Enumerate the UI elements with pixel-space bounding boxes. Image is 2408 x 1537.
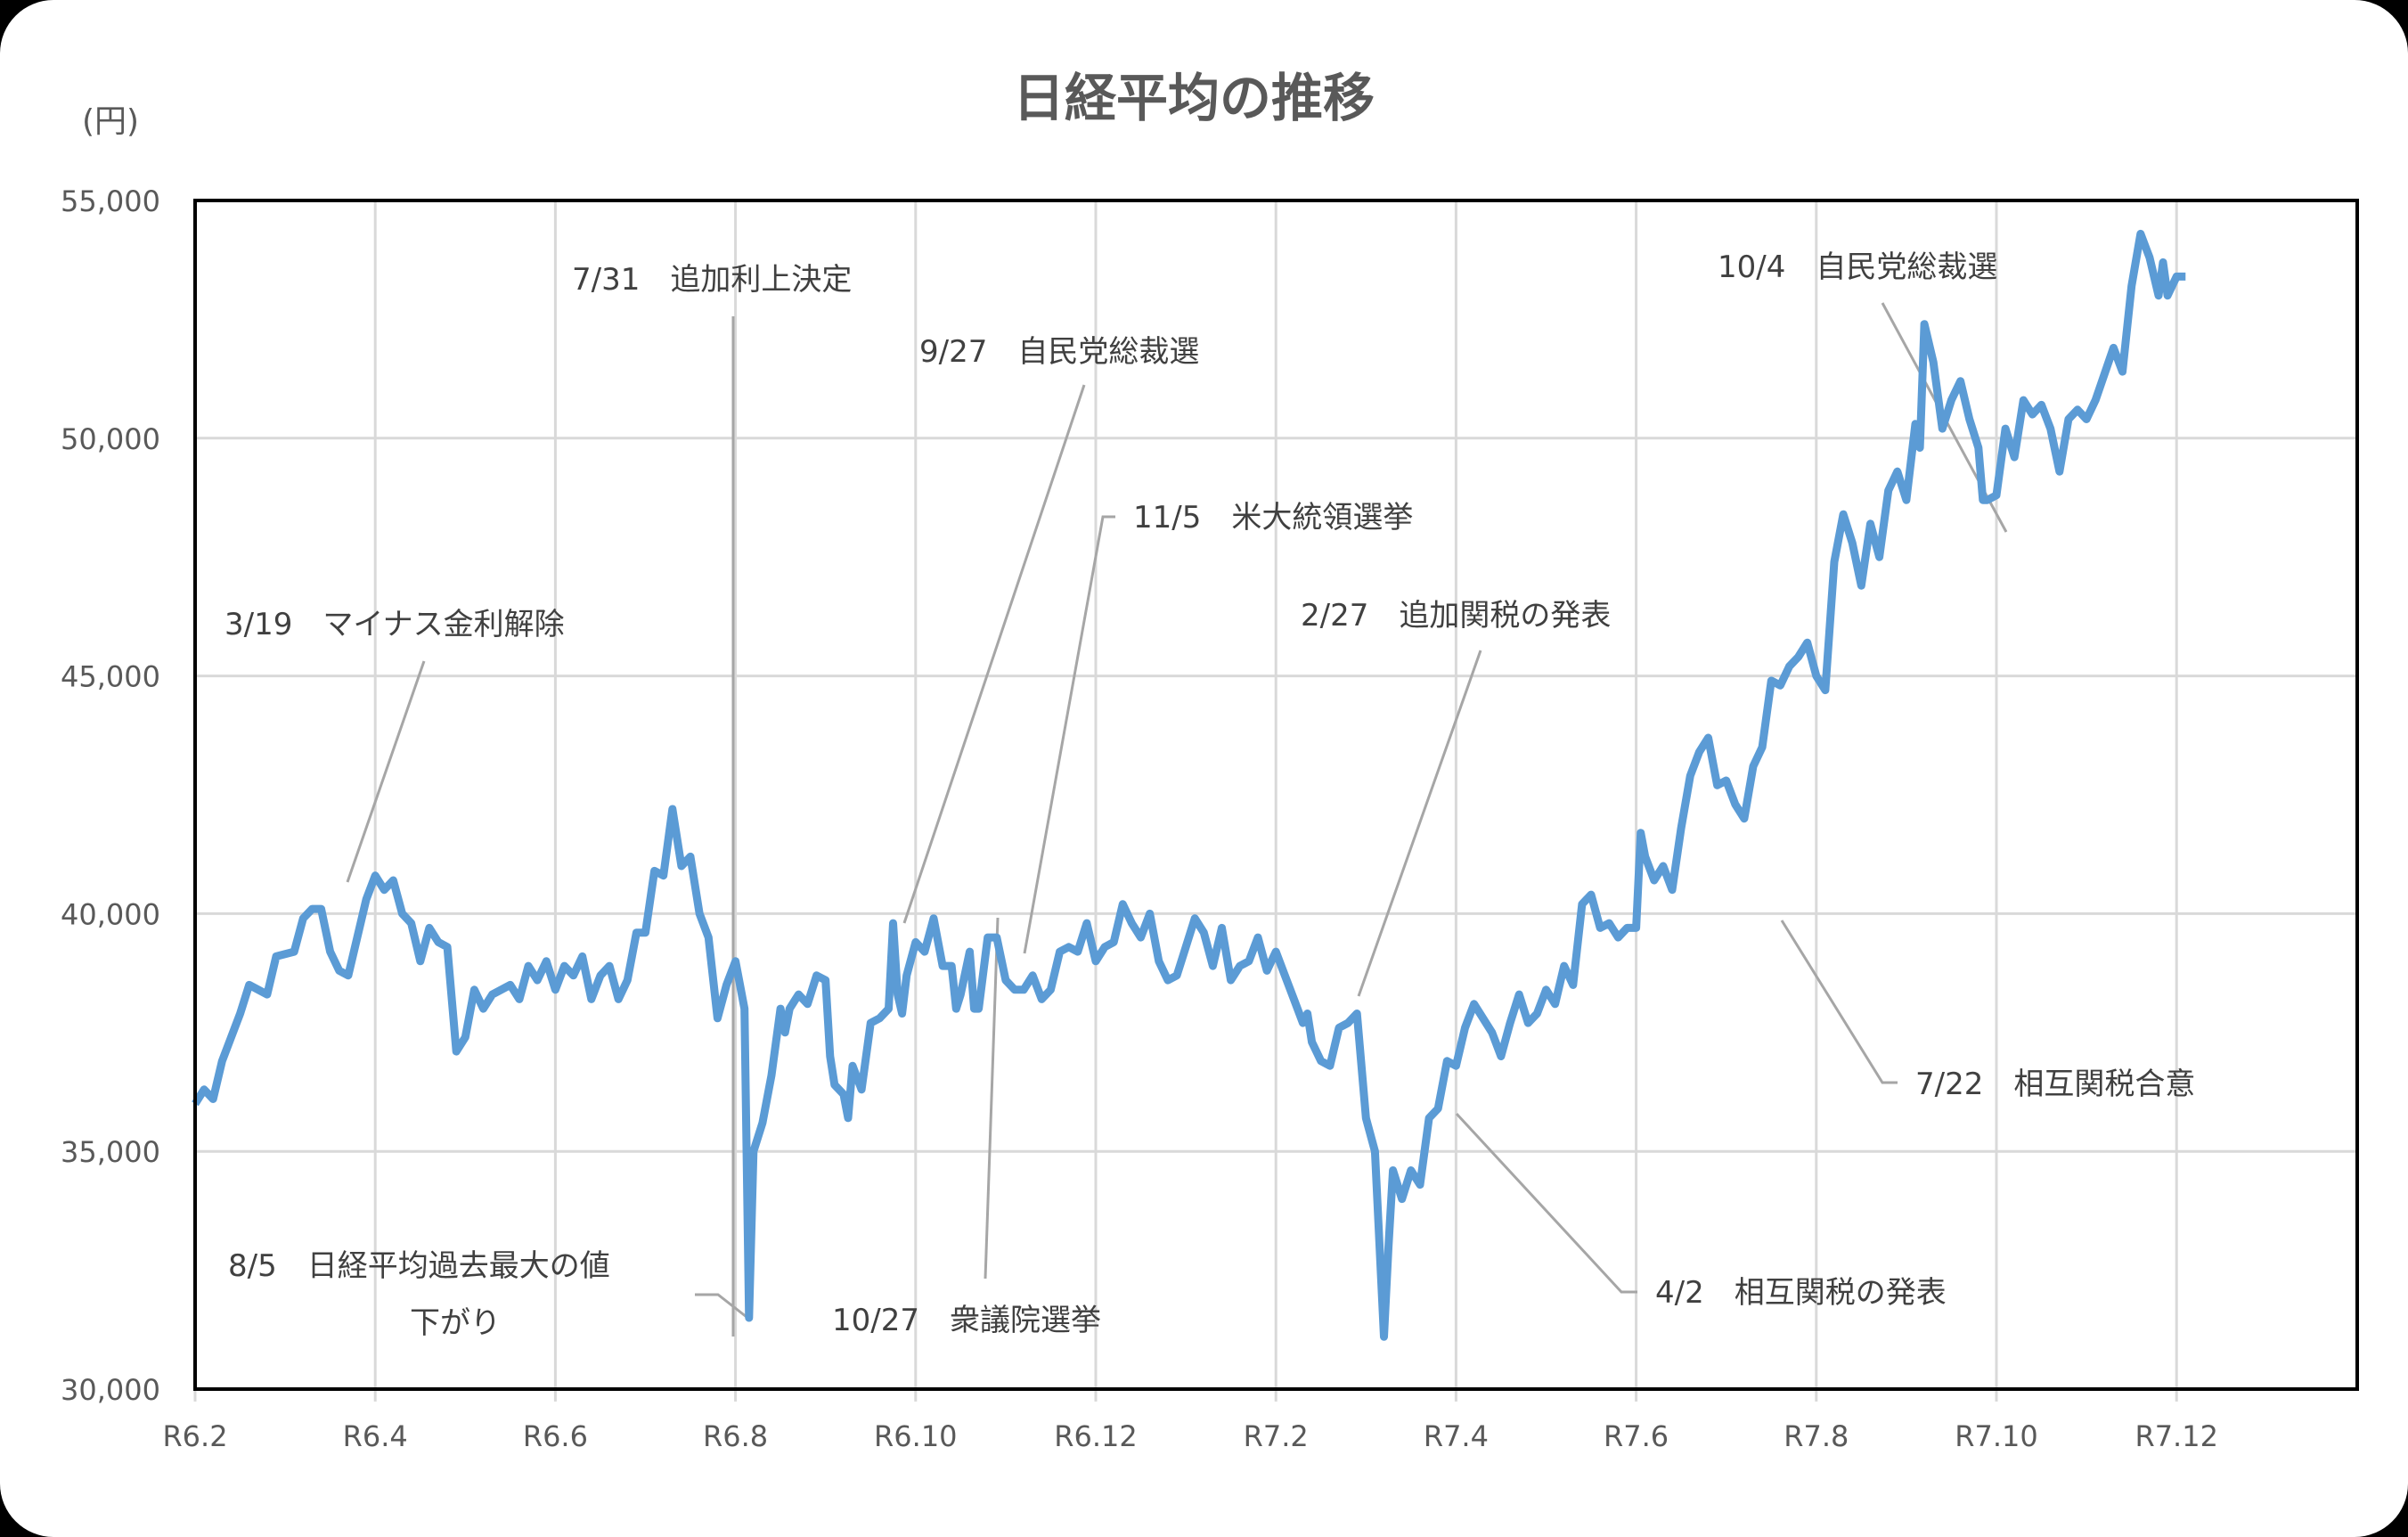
annotation-label: 3/19 マイナス金利解除 [224,607,565,642]
x-tick-label: R7.10 [1955,1419,2037,1453]
y-tick-label: 55,000 [61,184,160,218]
y-axis-labels: 30,000 35,000 40,000 45,000 50,000 55,000 [61,184,160,1407]
annotation-label-line2: 下がり [410,1305,501,1341]
plot-border [193,199,2359,1391]
annotation-label: 9/27 自民党総裁選 [919,334,1199,370]
annotation-label: 2/27 追加関税の発表 [1301,598,1611,634]
x-axis-labels: R6.2 R6.4 R6.6 R6.8 R6.10 R6.12 R7.2 R7.4 R7.6 R7… [162,1419,2218,1453]
chart-title: 日経平均の推移 [1013,68,1375,128]
y-tick-label: 50,000 [61,422,160,456]
annotation-label: 8/5 日経平均過去最大の値 [228,1248,610,1284]
x-tick-label: R7.12 [2135,1419,2217,1453]
x-tick-label: R6.6 [523,1419,588,1453]
annotations: 3/19 マイナス金利解除 7/31 追加利上決定 8/5 日経平均過去最大の値下が… [224,249,2195,1341]
y-tick-label: 45,000 [61,660,160,694]
x-tick-label: R6.8 [703,1419,768,1453]
x-tick-label: R6.2 [162,1419,227,1453]
x-tick-label: R7.4 [1424,1419,1489,1453]
y-axis-unit: (円) [82,103,139,140]
x-tick-label: R7.2 [1244,1419,1309,1453]
x-tick-label: R7.6 [1604,1419,1669,1453]
annotation-label: 10/27 衆議院選挙 [832,1303,1101,1338]
x-tick-label: R6.4 [343,1419,408,1453]
annotation-label: 7/31 追加利上決定 [572,262,852,298]
annotation-leader-lines [346,302,2008,1337]
x-tick-label: R6.10 [874,1419,957,1453]
annotation-label: 4/2 相互関税の発表 [1655,1275,1947,1311]
annotation-label: 7/22 相互関税合意 [1915,1067,2195,1102]
y-tick-label: 35,000 [61,1135,160,1169]
gridlines [193,199,2357,1402]
x-tick-label: R7.8 [1784,1419,1849,1453]
x-tick-label: R6.12 [1054,1419,1137,1453]
y-tick-label: 30,000 [61,1373,160,1407]
nikkei-line [192,229,2186,1341]
annotation-label: 11/5 米大統領選挙 [1133,500,1413,535]
y-tick-label: 40,000 [61,897,160,931]
annotation-label: 10/4 自民党総裁選 [1718,249,1997,285]
